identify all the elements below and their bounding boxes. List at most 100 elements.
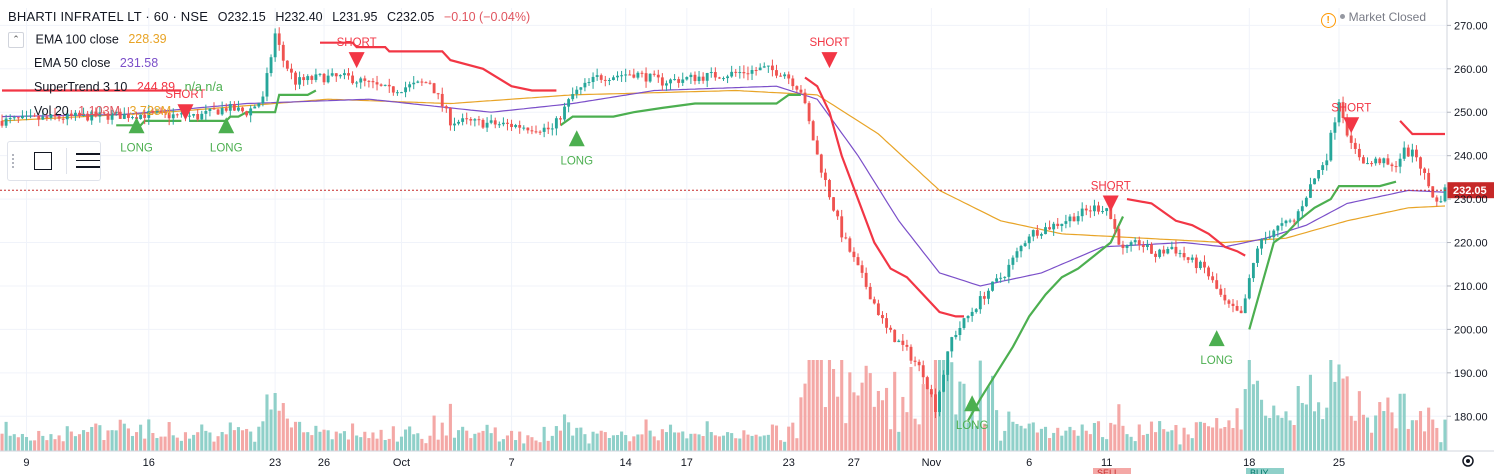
candle-body bbox=[921, 365, 925, 378]
candle-body bbox=[583, 82, 587, 88]
candle-body bbox=[660, 77, 664, 86]
volume-bar bbox=[884, 387, 889, 451]
candle-body bbox=[1011, 257, 1015, 265]
candle-body bbox=[1349, 135, 1353, 143]
supertrend-up-line bbox=[1248, 180, 1397, 330]
candle-body bbox=[587, 82, 591, 84]
volume-bar bbox=[359, 437, 363, 451]
candle-body bbox=[448, 108, 452, 126]
volume-bar bbox=[29, 440, 33, 451]
candle-body bbox=[815, 140, 819, 155]
candle-body bbox=[228, 104, 232, 111]
candle-body bbox=[612, 77, 615, 81]
volume-bar bbox=[1423, 431, 1427, 451]
settings-icon[interactable] bbox=[1462, 455, 1474, 467]
candle-body bbox=[477, 119, 481, 121]
volume-bar bbox=[909, 366, 913, 451]
volume-bar bbox=[151, 433, 155, 451]
x-tick-label: 6 bbox=[1026, 457, 1032, 469]
volume-bar bbox=[562, 414, 567, 451]
candle-body bbox=[730, 71, 734, 77]
candle-body bbox=[1406, 147, 1410, 157]
volume-bar bbox=[424, 443, 428, 451]
volume-bar bbox=[848, 372, 852, 451]
drag-handle-icon[interactable] bbox=[12, 154, 17, 168]
volume-bar bbox=[196, 432, 200, 451]
volume-bar bbox=[1239, 429, 1243, 451]
legend-volume[interactable]: Vol 20 1.103M 3.728M bbox=[34, 104, 171, 118]
candle-body bbox=[925, 377, 929, 390]
candle-body bbox=[1260, 239, 1263, 249]
candle-body bbox=[779, 75, 782, 77]
volume-bar bbox=[342, 431, 346, 451]
candle-body bbox=[387, 84, 391, 87]
volume-bar bbox=[1288, 420, 1292, 451]
volume-bar bbox=[175, 437, 179, 451]
candle-body bbox=[848, 238, 852, 252]
indicator-value: 1.103M bbox=[78, 104, 120, 118]
candle-body bbox=[82, 113, 85, 116]
candle-body bbox=[102, 112, 106, 114]
volume-bar bbox=[868, 373, 872, 451]
ohlc-high: H232.40 bbox=[275, 10, 323, 24]
symbol-title[interactable]: BHARTI INFRATEL LT · 60 · NSE bbox=[8, 9, 209, 24]
volume-bar bbox=[163, 436, 167, 451]
candle-body bbox=[889, 327, 893, 330]
volume-bar bbox=[1378, 402, 1382, 451]
volume-bar bbox=[1341, 378, 1345, 451]
candle-body bbox=[1215, 280, 1219, 289]
candle-body bbox=[722, 78, 725, 80]
volume-bar bbox=[717, 436, 721, 451]
candle-body bbox=[746, 73, 750, 75]
volume-bar bbox=[518, 431, 522, 451]
candle-body bbox=[518, 125, 522, 128]
candle-body bbox=[1435, 197, 1439, 202]
candle-body bbox=[750, 70, 754, 74]
candle-body bbox=[1080, 208, 1084, 217]
volume-bar bbox=[1223, 427, 1227, 451]
candle-body bbox=[938, 391, 941, 412]
lines-icon[interactable] bbox=[76, 153, 100, 173]
candle-body bbox=[567, 99, 571, 107]
trade-badge bbox=[1246, 468, 1284, 474]
collapse-chevron-icon[interactable]: ⌃ bbox=[8, 32, 24, 48]
legend-supertrend[interactable]: SuperTrend 3 10 244.89 n/a n/a bbox=[34, 80, 223, 94]
candle-body bbox=[656, 74, 660, 78]
volume-bar bbox=[1064, 430, 1068, 451]
candle-body bbox=[958, 328, 962, 335]
short-signal-label: SHORT bbox=[1091, 180, 1131, 192]
volume-bar bbox=[673, 432, 677, 451]
candle-body bbox=[1378, 158, 1382, 164]
candle-body bbox=[1174, 246, 1178, 254]
short-signal-label: SHORT bbox=[1331, 102, 1371, 114]
candle-body bbox=[705, 73, 709, 81]
market-status[interactable]: ! Market Closed bbox=[1320, 10, 1426, 28]
rectangle-icon[interactable] bbox=[34, 152, 52, 170]
legend-ema100[interactable]: ⌃ EMA 100 close 228.39 bbox=[8, 32, 167, 48]
candle-body bbox=[457, 121, 460, 124]
candle-body bbox=[151, 110, 155, 113]
candle-body bbox=[571, 94, 575, 100]
legend-ema50[interactable]: EMA 50 close 231.58 bbox=[34, 56, 158, 70]
volume-bar bbox=[1264, 415, 1268, 451]
supertrend-down-line bbox=[1399, 120, 1445, 136]
volume-bar bbox=[444, 435, 448, 451]
volume-bar bbox=[1329, 360, 1333, 451]
y-tick-label: 180.00 bbox=[1454, 411, 1488, 423]
volume-bar bbox=[61, 441, 65, 451]
candle-body bbox=[86, 113, 90, 121]
volume-bar bbox=[705, 421, 709, 451]
volume-bar bbox=[799, 397, 803, 451]
volume-bar bbox=[338, 433, 342, 451]
volume-bar bbox=[212, 441, 216, 451]
indicator-extra: n/a n/a bbox=[184, 80, 223, 94]
volume-bar bbox=[542, 426, 546, 451]
candle-body bbox=[1366, 163, 1369, 165]
volume-bar bbox=[183, 432, 188, 451]
candle-body bbox=[632, 74, 636, 78]
volume-bar bbox=[505, 435, 510, 451]
volume-bar bbox=[1317, 402, 1321, 451]
volume-bar bbox=[1031, 422, 1035, 451]
candle-body bbox=[408, 84, 412, 88]
